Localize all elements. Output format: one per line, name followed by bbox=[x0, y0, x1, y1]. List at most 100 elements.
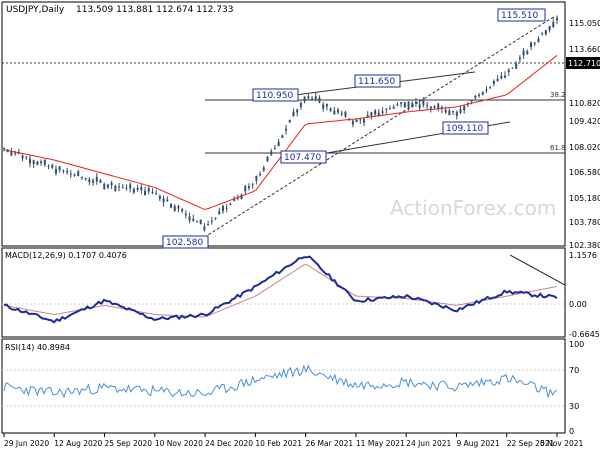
svg-text:102.580: 102.580 bbox=[166, 238, 203, 248]
candle-body bbox=[377, 112, 380, 116]
candle-body bbox=[151, 192, 154, 194]
annotation-109110: 109.110 bbox=[442, 121, 489, 135]
candle-body bbox=[504, 75, 507, 78]
candle-body bbox=[136, 187, 139, 190]
candle-body bbox=[54, 169, 57, 174]
candle-body bbox=[333, 110, 336, 115]
annotation-111650: 111.650 bbox=[354, 74, 401, 88]
candle-body bbox=[552, 21, 555, 27]
svg-text:108.020: 108.020 bbox=[569, 143, 600, 152]
candle-body bbox=[140, 186, 143, 191]
svg-text:102.380: 102.380 bbox=[569, 241, 600, 250]
candle-body bbox=[247, 186, 250, 188]
fib-label-38: 38.2 bbox=[550, 91, 566, 99]
svg-text:0.00: 0.00 bbox=[569, 300, 587, 309]
candle-body bbox=[314, 96, 317, 101]
candle-body bbox=[288, 119, 291, 123]
candle-body bbox=[10, 151, 13, 156]
candle-body bbox=[51, 164, 54, 168]
svg-text:111.650: 111.650 bbox=[358, 77, 395, 87]
candle-body bbox=[455, 111, 458, 116]
candle-body bbox=[411, 102, 414, 108]
date-label: 10 Nov 2020 bbox=[155, 439, 203, 448]
candle-body bbox=[132, 189, 135, 193]
candle-body bbox=[240, 194, 243, 200]
candle-body bbox=[374, 110, 377, 115]
date-label: 24 Jun 2021 bbox=[406, 439, 451, 448]
rsi-label: RSI(14) 40.8984 bbox=[5, 343, 70, 352]
candle-body bbox=[210, 220, 213, 222]
candle-body bbox=[500, 75, 503, 79]
candle-body bbox=[470, 100, 473, 102]
candle-body bbox=[340, 113, 343, 115]
candle-body bbox=[311, 98, 314, 100]
candle-body bbox=[266, 156, 269, 162]
candle-body bbox=[329, 108, 332, 111]
candle-body bbox=[207, 224, 210, 226]
candle-body bbox=[162, 198, 165, 203]
candle-body bbox=[388, 108, 391, 110]
candle-body bbox=[474, 96, 477, 98]
candle-body bbox=[414, 101, 417, 104]
candle-body bbox=[492, 81, 495, 84]
candle-body bbox=[541, 33, 544, 35]
svg-text:100: 100 bbox=[569, 340, 584, 349]
date-label: 11 May 2021 bbox=[356, 439, 405, 448]
current-price-tag: 112.710 bbox=[566, 57, 600, 69]
svg-text:70: 70 bbox=[569, 366, 579, 375]
macd-signal-line bbox=[3, 264, 558, 318]
candle-body bbox=[407, 102, 410, 108]
svg-text:113.660: 113.660 bbox=[569, 45, 600, 54]
candle-body bbox=[99, 180, 102, 183]
svg-text:112.710: 112.710 bbox=[568, 59, 600, 68]
candle-body bbox=[170, 203, 173, 208]
candle-body bbox=[144, 190, 147, 196]
candle-body bbox=[303, 96, 306, 102]
date-label: 9 Aug 2021 bbox=[456, 439, 499, 448]
candle-body bbox=[463, 106, 466, 111]
svg-text:106.580: 106.580 bbox=[569, 168, 600, 177]
candle-body bbox=[95, 176, 98, 182]
candle-body bbox=[192, 218, 195, 221]
candle-body bbox=[92, 180, 95, 183]
candle-body bbox=[155, 193, 158, 195]
candle-body bbox=[110, 182, 113, 186]
candle-body bbox=[322, 104, 325, 109]
macd-trendline bbox=[509, 254, 566, 286]
date-label: 10 Feb 2021 bbox=[255, 439, 302, 448]
candle-body bbox=[537, 38, 540, 42]
candle-body bbox=[259, 174, 262, 176]
candle-body bbox=[181, 208, 184, 212]
candle-body bbox=[363, 118, 366, 123]
svg-text:115.510: 115.510 bbox=[501, 11, 538, 21]
candle-body bbox=[262, 167, 265, 171]
macd-label: MACD(12,26,9) 0.1707 0.4076 bbox=[5, 251, 127, 260]
candle-body bbox=[244, 186, 247, 192]
candle-body bbox=[522, 50, 525, 56]
annotation-102580: 102.580 bbox=[162, 235, 209, 249]
annotation-107470: 107.470 bbox=[280, 150, 327, 164]
candle-body bbox=[125, 187, 128, 189]
candle-body bbox=[84, 178, 87, 180]
svg-text:30: 30 bbox=[569, 402, 579, 411]
candle-body bbox=[43, 159, 46, 165]
candle-body bbox=[544, 30, 547, 35]
candle-body bbox=[103, 183, 106, 189]
candle-body bbox=[511, 67, 514, 69]
fib-label-61: 61.8 bbox=[550, 144, 566, 152]
macd-panel bbox=[1, 247, 566, 338]
candle-body bbox=[66, 170, 69, 173]
candle-body bbox=[236, 197, 239, 199]
candle-body bbox=[62, 170, 65, 172]
candle-body bbox=[195, 221, 198, 223]
chart-ohlc: 113.509 113.881 112.674 112.733 bbox=[76, 5, 233, 15]
candle-body bbox=[403, 102, 406, 108]
candle-body bbox=[400, 102, 403, 104]
annotation-115510: 115.510 bbox=[497, 8, 546, 22]
candle-body bbox=[429, 106, 432, 109]
candle-body bbox=[40, 161, 43, 164]
candle-body bbox=[184, 213, 187, 216]
rsi-panel bbox=[1, 338, 566, 434]
candle-body bbox=[496, 78, 499, 82]
candle-body bbox=[270, 151, 273, 155]
